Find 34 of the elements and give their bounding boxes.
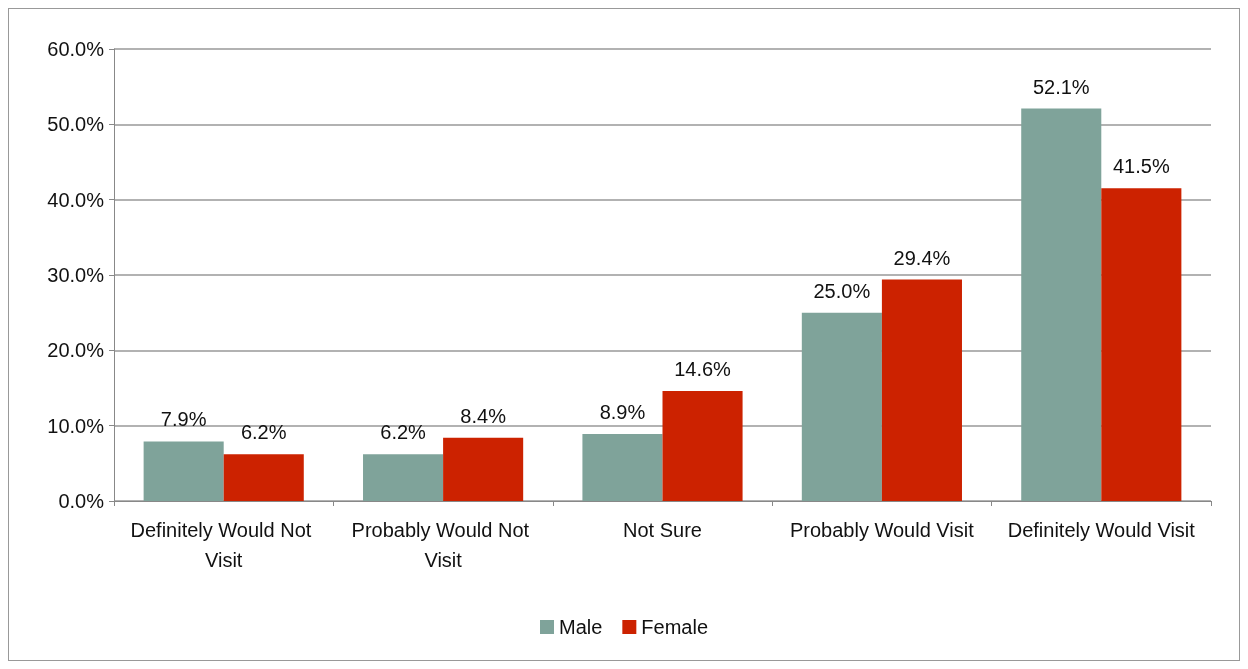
legend-label: Female xyxy=(641,616,709,638)
data-label: 7.9% xyxy=(160,408,207,431)
bar xyxy=(363,454,444,501)
x-tick-label: Probably Would Visit xyxy=(789,519,975,541)
y-tick-label: 20.0% xyxy=(47,339,105,362)
y-tick-label: 50.0% xyxy=(47,113,105,136)
data-label: 6.2% xyxy=(380,421,427,444)
bar xyxy=(1021,108,1102,501)
bar xyxy=(443,437,524,501)
x-tick-label: Definitely Would Not Visit xyxy=(130,519,317,571)
y-tick-label: 30.0% xyxy=(47,264,105,286)
bar xyxy=(223,454,304,501)
y-tick-label: 60.0% xyxy=(47,38,105,60)
data-label: 52.1% xyxy=(1032,75,1090,98)
x-tick-label: Definitely Would Visit xyxy=(1007,519,1196,541)
data-label: 29.4% xyxy=(893,246,951,269)
y-tick-label: 10.0% xyxy=(47,414,105,437)
data-label: 8.4% xyxy=(460,404,507,427)
bar xyxy=(582,433,663,501)
y-tick-label: 40.0% xyxy=(47,188,105,211)
bar xyxy=(801,312,882,501)
bar xyxy=(143,441,224,501)
data-label: 14.6% xyxy=(674,358,732,381)
data-label: 25.0% xyxy=(813,279,871,302)
data-label: 8.9% xyxy=(599,400,646,423)
bar xyxy=(1101,188,1182,501)
data-label: 6.2% xyxy=(240,421,287,444)
data-label: 41.5% xyxy=(1112,155,1170,178)
bar xyxy=(662,391,743,501)
bar xyxy=(881,279,962,501)
legend-label: Male xyxy=(558,616,603,638)
y-tick-label: 0.0% xyxy=(58,490,105,512)
x-tick-label: Probably Would Not Visit xyxy=(351,519,535,571)
x-tick-label: Not Sure xyxy=(623,519,702,541)
